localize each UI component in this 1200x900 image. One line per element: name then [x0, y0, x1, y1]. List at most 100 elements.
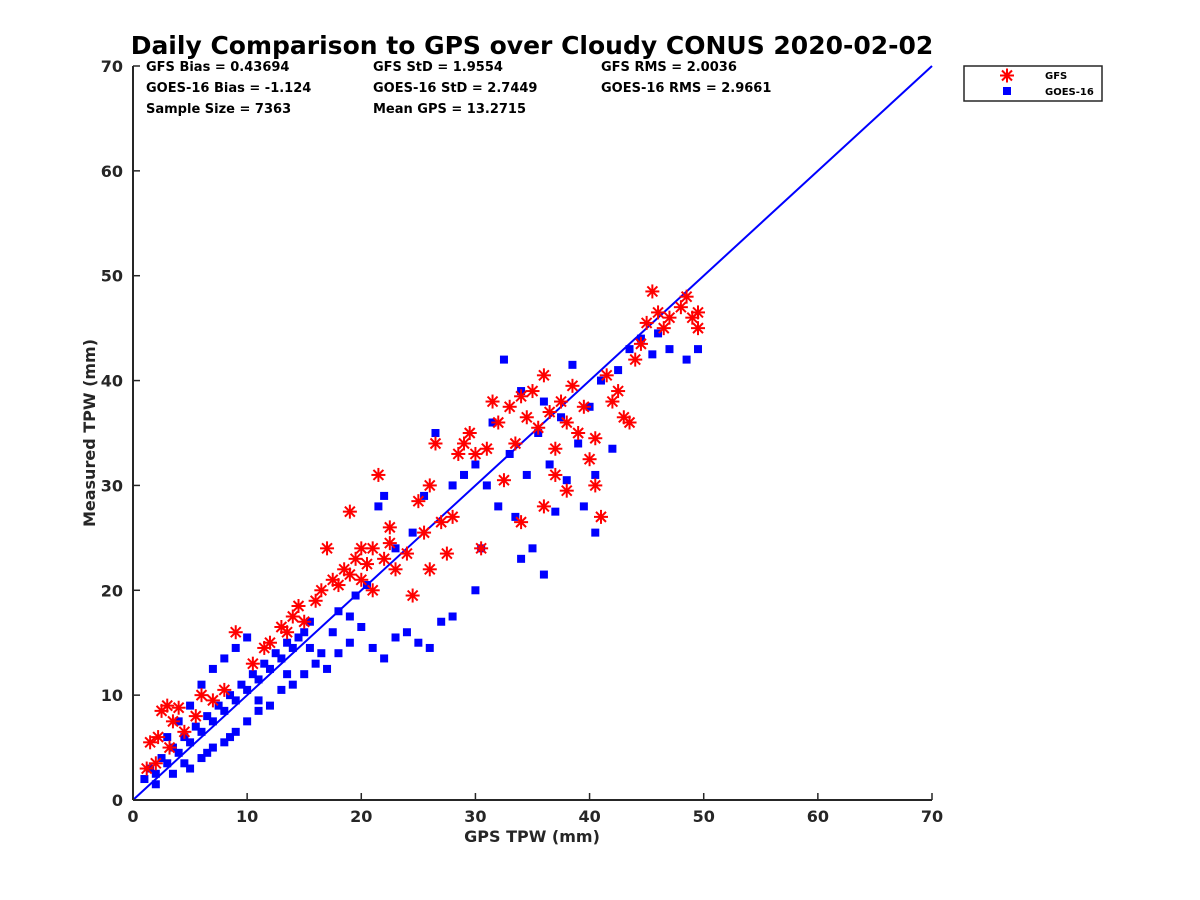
legend: GFS GOES-16: [963, 65, 1103, 102]
gfs-point: [645, 284, 660, 299]
gfs-point: [588, 478, 603, 493]
goes16-point: [311, 659, 320, 668]
gfs-point: [371, 467, 386, 482]
gfs-point: [514, 389, 529, 404]
goes16-point: [482, 481, 491, 490]
gfs-point: [320, 541, 335, 556]
goes16-point: [226, 733, 235, 742]
goes16-point: [163, 759, 172, 768]
x-tick-label: 0: [127, 807, 138, 826]
goes16-point: [596, 376, 605, 385]
goes16-point: [220, 654, 229, 663]
gfs-point: [422, 478, 437, 493]
goes16-point: [391, 544, 400, 553]
goes16-point: [448, 481, 457, 490]
goes16-point: [237, 680, 246, 689]
goes16-point: [505, 449, 514, 458]
goes16-point: [220, 738, 229, 747]
goes16-point: [528, 544, 537, 553]
goes16-point: [243, 717, 252, 726]
gfs-point: [151, 730, 166, 745]
goes16-point: [345, 638, 354, 647]
goes16-point: [288, 643, 297, 652]
legend-gfs-asterisk-icon: [1000, 68, 1014, 83]
gfs-point: [559, 415, 574, 430]
gfs-point: [605, 394, 620, 409]
gfs-point: [582, 452, 597, 467]
goes16-point: [243, 685, 252, 694]
goes16-point: [522, 470, 531, 479]
gfs-point: [348, 551, 363, 566]
goes16-point: [494, 502, 503, 511]
x-axis-label: GPS TPW (mm): [464, 827, 600, 846]
goes16-point: [499, 355, 508, 364]
goes16-point: [448, 612, 457, 621]
stat-sample-size: Sample Size = 7363: [146, 102, 291, 117]
goes16-point: [283, 638, 292, 647]
goes16-point: [551, 507, 560, 516]
gfs-point: [559, 483, 574, 498]
x-tick-label: 20: [350, 807, 372, 826]
goes16-point: [654, 329, 663, 338]
gfs-point: [194, 688, 209, 703]
goes16-point: [186, 738, 195, 747]
stat-gfs-std: GFS StD = 1.9554: [373, 60, 503, 75]
gfs-point: [445, 509, 460, 524]
gfs-point: [611, 384, 626, 399]
gfs-point: [514, 515, 529, 530]
legend-goes16-square-icon: [1003, 87, 1011, 95]
goes16-point: [648, 350, 657, 359]
goes16-point: [140, 775, 149, 784]
goes16-point: [231, 643, 240, 652]
goes16-point: [186, 701, 195, 710]
goes16-point: [374, 502, 383, 511]
gfs-point: [171, 700, 186, 715]
goes16-point: [368, 643, 377, 652]
goes16-point: [408, 528, 417, 537]
gfs-point: [531, 420, 546, 435]
stat-goes16-bias: GOES-16 Bias = -1.124: [146, 81, 311, 96]
goes16-point: [420, 491, 429, 500]
gfs-point: [382, 520, 397, 535]
goes16-point: [665, 345, 674, 354]
goes16-point: [539, 570, 548, 579]
gfs-point: [439, 546, 454, 561]
goes16-point: [402, 628, 411, 637]
goes16-point: [283, 670, 292, 679]
gfs-point: [143, 735, 158, 750]
gfs-point: [599, 368, 614, 383]
goes16-point: [391, 633, 400, 642]
gfs-point: [457, 436, 472, 451]
gfs-point: [359, 557, 374, 572]
goes16-point: [197, 754, 206, 763]
gfs-point: [542, 405, 557, 420]
goes16-point: [163, 733, 172, 742]
goes16-point: [300, 628, 309, 637]
x-tick-label: 50: [693, 807, 715, 826]
goes16-point: [574, 439, 583, 448]
gfs-point: [451, 446, 466, 461]
gfs-point: [257, 640, 272, 655]
gfs-point: [188, 709, 203, 724]
gfs-point: [428, 436, 443, 451]
gfs-point: [354, 541, 369, 556]
goes16-point: [203, 748, 212, 757]
goes16-point: [157, 754, 166, 763]
goes16-point: [151, 780, 160, 789]
gfs-point: [673, 300, 688, 315]
x-tick-label: 40: [578, 807, 600, 826]
gfs-point: [565, 378, 580, 393]
gfs-point: [285, 609, 300, 624]
goes16-point: [174, 748, 183, 757]
goes16-point: [265, 701, 274, 710]
goes16-point: [220, 706, 229, 715]
gfs-point: [502, 399, 517, 414]
gfs-point: [177, 724, 192, 739]
goes16-point: [197, 727, 206, 736]
gfs-point: [388, 562, 403, 577]
goes16-point: [168, 769, 177, 778]
gfs-point: [525, 384, 540, 399]
stat-gfs-rms: GFS RMS = 2.0036: [601, 60, 737, 75]
goes16-point: [243, 633, 252, 642]
